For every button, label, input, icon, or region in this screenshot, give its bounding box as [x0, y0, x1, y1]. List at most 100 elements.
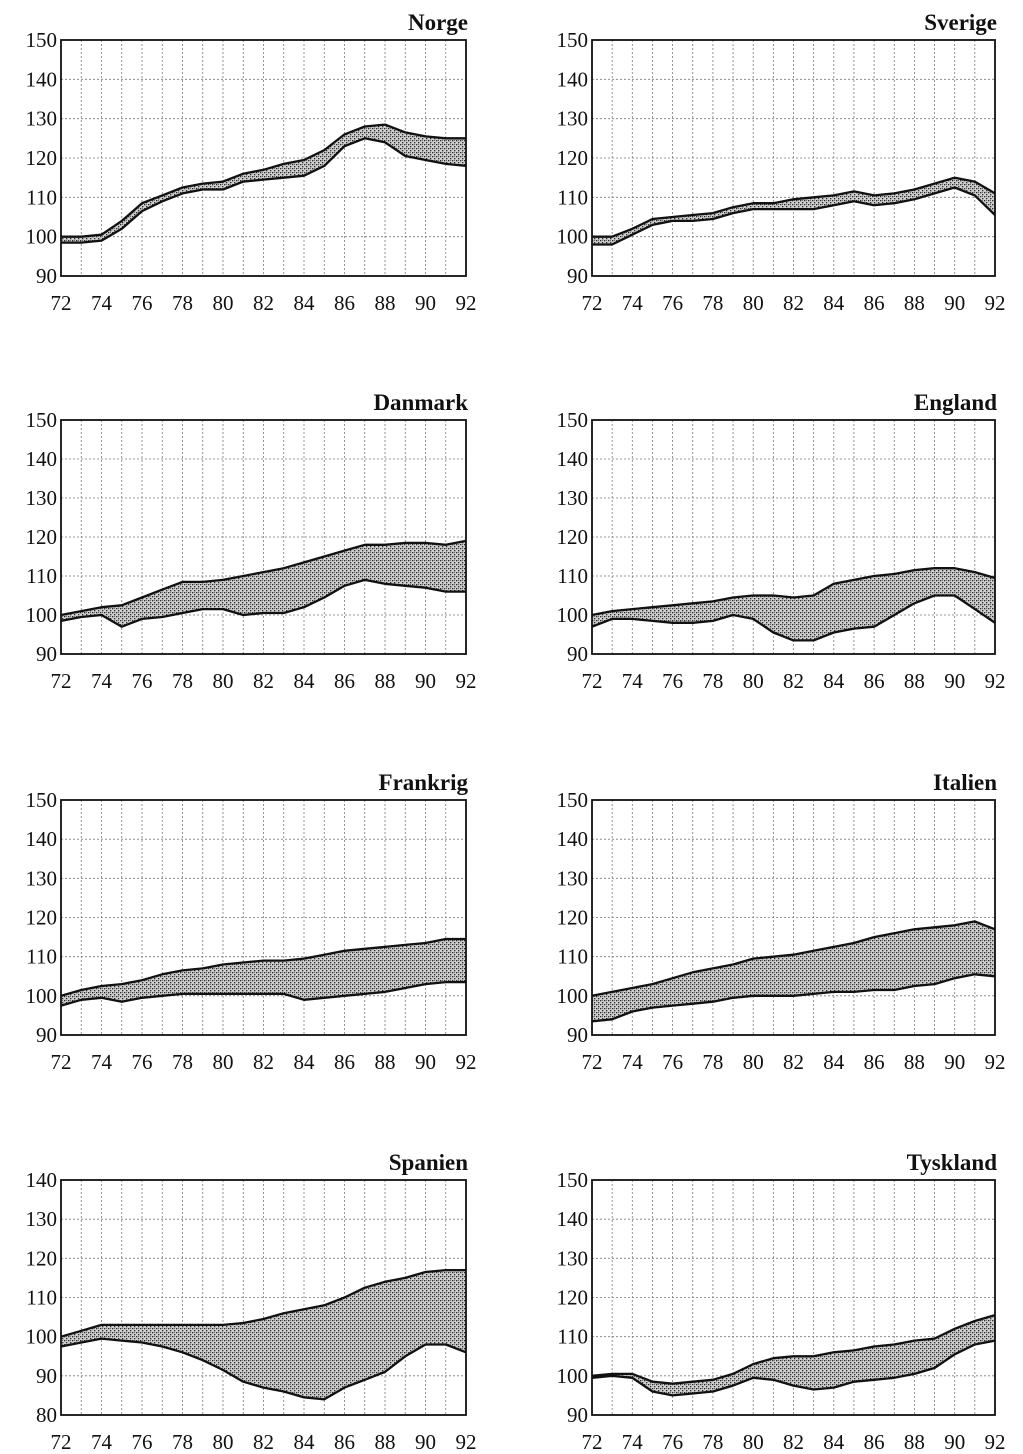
- chart-panel-norge: 90 100 110 120 130 140 150 72 74 76 78 80 82 84 86 88 90…: [26, 10, 477, 315]
- x-tick-label: 72: [582, 1430, 603, 1454]
- x-tick-label: 82: [783, 669, 804, 693]
- plot-frame: [591, 1179, 996, 1416]
- x-tick-label: 90: [415, 291, 436, 315]
- plot-frame: [60, 39, 467, 277]
- y-tick-label: 150: [557, 1168, 589, 1192]
- x-tick-label: 90: [944, 291, 965, 315]
- y-tick-label: 150: [26, 408, 58, 432]
- x-tick-label: 84: [294, 1430, 316, 1454]
- y-tick-label: 130: [26, 866, 58, 890]
- y-tick-label: 90: [36, 264, 57, 288]
- y-tick-label: 140: [26, 447, 58, 471]
- x-tick-label: 74: [622, 1430, 644, 1454]
- y-tick-label: 130: [557, 486, 589, 510]
- y-tick-label: 120: [26, 906, 58, 930]
- lower-line: [592, 186, 996, 246]
- chart-panel-frankrig: 90 100 110 120 130 140 150 72 74 76 78 80 82 84 86 88 90…: [26, 770, 477, 1074]
- upper-line: [61, 123, 466, 238]
- upper-line: [592, 176, 996, 238]
- y-tick-label: 90: [567, 642, 588, 666]
- y-tick-label: 100: [26, 603, 58, 627]
- x-tick-label: 86: [864, 669, 885, 693]
- range-band: [592, 177, 995, 245]
- y-tick-label: 100: [557, 225, 589, 249]
- range-band: [592, 921, 995, 1022]
- x-tick-label: 76: [132, 1050, 153, 1074]
- x-tick-label: 80: [743, 1430, 764, 1454]
- range-band: [61, 540, 466, 627]
- lower-line: [591, 973, 996, 1023]
- x-tick-label: 86: [334, 669, 355, 693]
- lower-line: [60, 980, 466, 1007]
- x-tick-label: 92: [985, 1430, 1006, 1454]
- y-tick-label: 120: [557, 906, 589, 930]
- lower-line: [60, 1337, 467, 1401]
- y-tick-label: 150: [557, 28, 589, 52]
- x-tick-label: 84: [294, 291, 316, 315]
- y-tick-label: 120: [26, 146, 58, 170]
- x-tick-label: 84: [823, 669, 845, 693]
- chart-title: Spanien: [389, 1150, 468, 1175]
- y-tick-label: 130: [26, 107, 58, 131]
- plot-frame: [591, 419, 996, 655]
- x-tick-label: 92: [456, 291, 477, 315]
- x-tick-label: 80: [213, 291, 234, 315]
- x-tick-label: 74: [622, 1050, 644, 1074]
- x-tick-label: 74: [622, 291, 644, 315]
- chart-panel-tyskland: 90 100 110 120 130 140 150 72 74 76 78 80 82 84 86 88 90…: [557, 1150, 1006, 1454]
- x-tick-label: 82: [783, 291, 804, 315]
- x-tick-label: 88: [904, 291, 925, 315]
- x-tick-label: 86: [334, 291, 355, 315]
- y-tick-label: 140: [26, 67, 58, 91]
- y-tick-label: 90: [36, 1023, 57, 1047]
- chart-title: Sverige: [924, 10, 997, 35]
- y-tick-label: 110: [26, 945, 57, 969]
- y-tick-label: 110: [557, 564, 588, 588]
- y-tick-label: 90: [567, 264, 588, 288]
- x-tick-label: 74: [91, 669, 113, 693]
- lower-line: [591, 1339, 996, 1397]
- y-tick-label: 130: [557, 866, 589, 890]
- y-tick-label: 110: [26, 1286, 57, 1310]
- x-tick-label: 82: [783, 1430, 804, 1454]
- x-tick-label: 78: [702, 1050, 723, 1074]
- x-tick-label: 82: [253, 669, 274, 693]
- x-tick-label: 78: [702, 669, 723, 693]
- x-tick-label: 90: [944, 1430, 965, 1454]
- x-tick-label: 92: [985, 1050, 1006, 1074]
- x-tick-label: 82: [253, 291, 274, 315]
- y-tick-label: 110: [557, 1325, 588, 1349]
- x-tick-label: 80: [743, 291, 764, 315]
- y-tick-label: 150: [26, 788, 58, 812]
- x-tick-label: 72: [51, 1430, 72, 1454]
- x-tick-label: 74: [91, 1050, 113, 1074]
- upper-line: [591, 567, 996, 617]
- range-band: [61, 939, 466, 1006]
- y-tick-label: 140: [557, 67, 589, 91]
- chart-title: Italien: [933, 770, 997, 795]
- x-tick-label: 74: [91, 291, 113, 315]
- y-tick-label: 120: [557, 146, 589, 170]
- x-tick-label: 84: [294, 669, 316, 693]
- x-tick-label: 74: [622, 669, 644, 693]
- x-tick-label: 82: [783, 1050, 804, 1074]
- x-tick-label: 84: [823, 1050, 845, 1074]
- x-tick-label: 92: [456, 1430, 477, 1454]
- chart-title: Danmark: [373, 390, 468, 415]
- upper-line: [60, 1268, 466, 1338]
- y-tick-label: 130: [26, 486, 58, 510]
- y-tick-label: 100: [26, 1325, 58, 1349]
- y-tick-label: 90: [567, 1403, 588, 1427]
- chart-title: England: [914, 390, 997, 415]
- chart-title: Frankrig: [379, 770, 469, 795]
- y-tick-label: 110: [26, 564, 57, 588]
- y-tick-label: 80: [36, 1403, 57, 1427]
- x-tick-label: 80: [213, 1050, 234, 1074]
- x-tick-label: 88: [904, 1050, 925, 1074]
- x-tick-label: 92: [456, 1050, 477, 1074]
- x-tick-label: 92: [985, 669, 1006, 693]
- chart-title: Norge: [408, 10, 468, 35]
- plot-frame: [60, 799, 467, 1036]
- y-tick-label: 100: [26, 225, 58, 249]
- x-tick-label: 86: [334, 1050, 355, 1074]
